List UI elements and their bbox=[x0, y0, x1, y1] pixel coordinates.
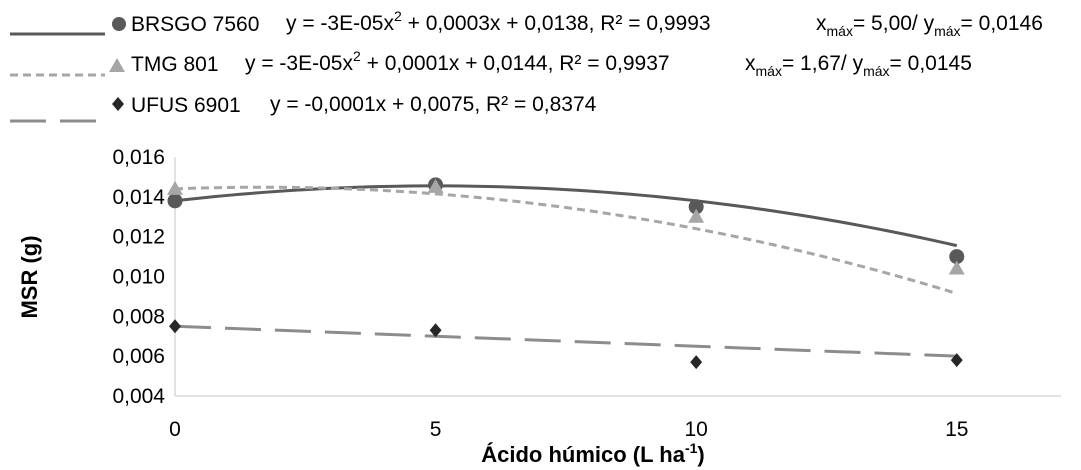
y-tick-label: 0,012 bbox=[112, 226, 165, 249]
data-point-triangle bbox=[427, 178, 444, 193]
legend: BRSGO 7560 y = -3E-05x2 + 0,0003x + 0,01… bbox=[10, 8, 1043, 123]
legend-equation-ufus: y = -0,0001x + 0,0075, R² = 0,8374 bbox=[270, 93, 597, 116]
data-point-circle bbox=[949, 249, 965, 265]
data-point-circle bbox=[167, 193, 183, 209]
data-point-diamond bbox=[690, 355, 703, 370]
x-tick-label: 5 bbox=[430, 418, 442, 441]
legend-label-brsgo: BRSGO 7560 bbox=[131, 13, 259, 36]
legend-marker-circle bbox=[112, 17, 126, 31]
y-tick-label: 0,006 bbox=[112, 345, 165, 368]
data-point-diamond bbox=[429, 323, 442, 338]
legend-max-tmg: xmáx= 1,67/ ymáx= 0,0145 bbox=[745, 52, 972, 79]
trend-line-1 bbox=[174, 185, 958, 295]
data-point-circle bbox=[688, 199, 704, 215]
legend-marker-triangle bbox=[109, 58, 125, 72]
legend-label-ufus: UFUS 6901 bbox=[131, 94, 241, 117]
data-point-triangle bbox=[167, 180, 183, 195]
y-tick-labels: 0,004 0,006 0,008 0,010 0,012 0,014 0,016 bbox=[112, 146, 165, 408]
trend-lines bbox=[174, 184, 958, 358]
data-point-triangle bbox=[948, 260, 965, 275]
y-tick-label: 0,004 bbox=[112, 385, 165, 408]
data-point-diamond bbox=[169, 319, 181, 334]
x-axis-title: Ácido húmico (L ha-1) bbox=[481, 440, 705, 467]
data-point-triangle bbox=[688, 208, 705, 223]
x-tick-label: 15 bbox=[945, 418, 968, 441]
data-points bbox=[167, 177, 965, 370]
x-tick-label: 10 bbox=[684, 418, 707, 441]
y-tick-label: 0,014 bbox=[112, 186, 165, 209]
data-point-diamond bbox=[950, 353, 963, 368]
x-tick-label: 0 bbox=[169, 418, 181, 441]
legend-equation-brsgo: y = -3E-05x2 + 0,0003x + 0,0138, R² = 0,… bbox=[286, 8, 711, 35]
y-tick-label: 0,016 bbox=[112, 146, 165, 169]
legend-label-tmg: TMG 801 bbox=[131, 53, 219, 76]
y-axis-title: MSR (g) bbox=[17, 235, 42, 318]
legend-max-brsgo: xmáx= 5,00/ ymáx= 0,0146 bbox=[816, 12, 1043, 39]
x-tick-labels: 0 5 10 15 bbox=[169, 418, 968, 441]
trend-line-0 bbox=[174, 184, 958, 248]
legend-equation-tmg: y = -3E-05x2 + 0,0001x + 0,0144, R² = 0,… bbox=[245, 48, 670, 75]
legend-marker-diamond bbox=[112, 97, 124, 111]
y-tick-label: 0,010 bbox=[112, 266, 165, 289]
y-tick-label: 0,008 bbox=[112, 305, 165, 328]
trend-line-2 bbox=[174, 324, 957, 358]
